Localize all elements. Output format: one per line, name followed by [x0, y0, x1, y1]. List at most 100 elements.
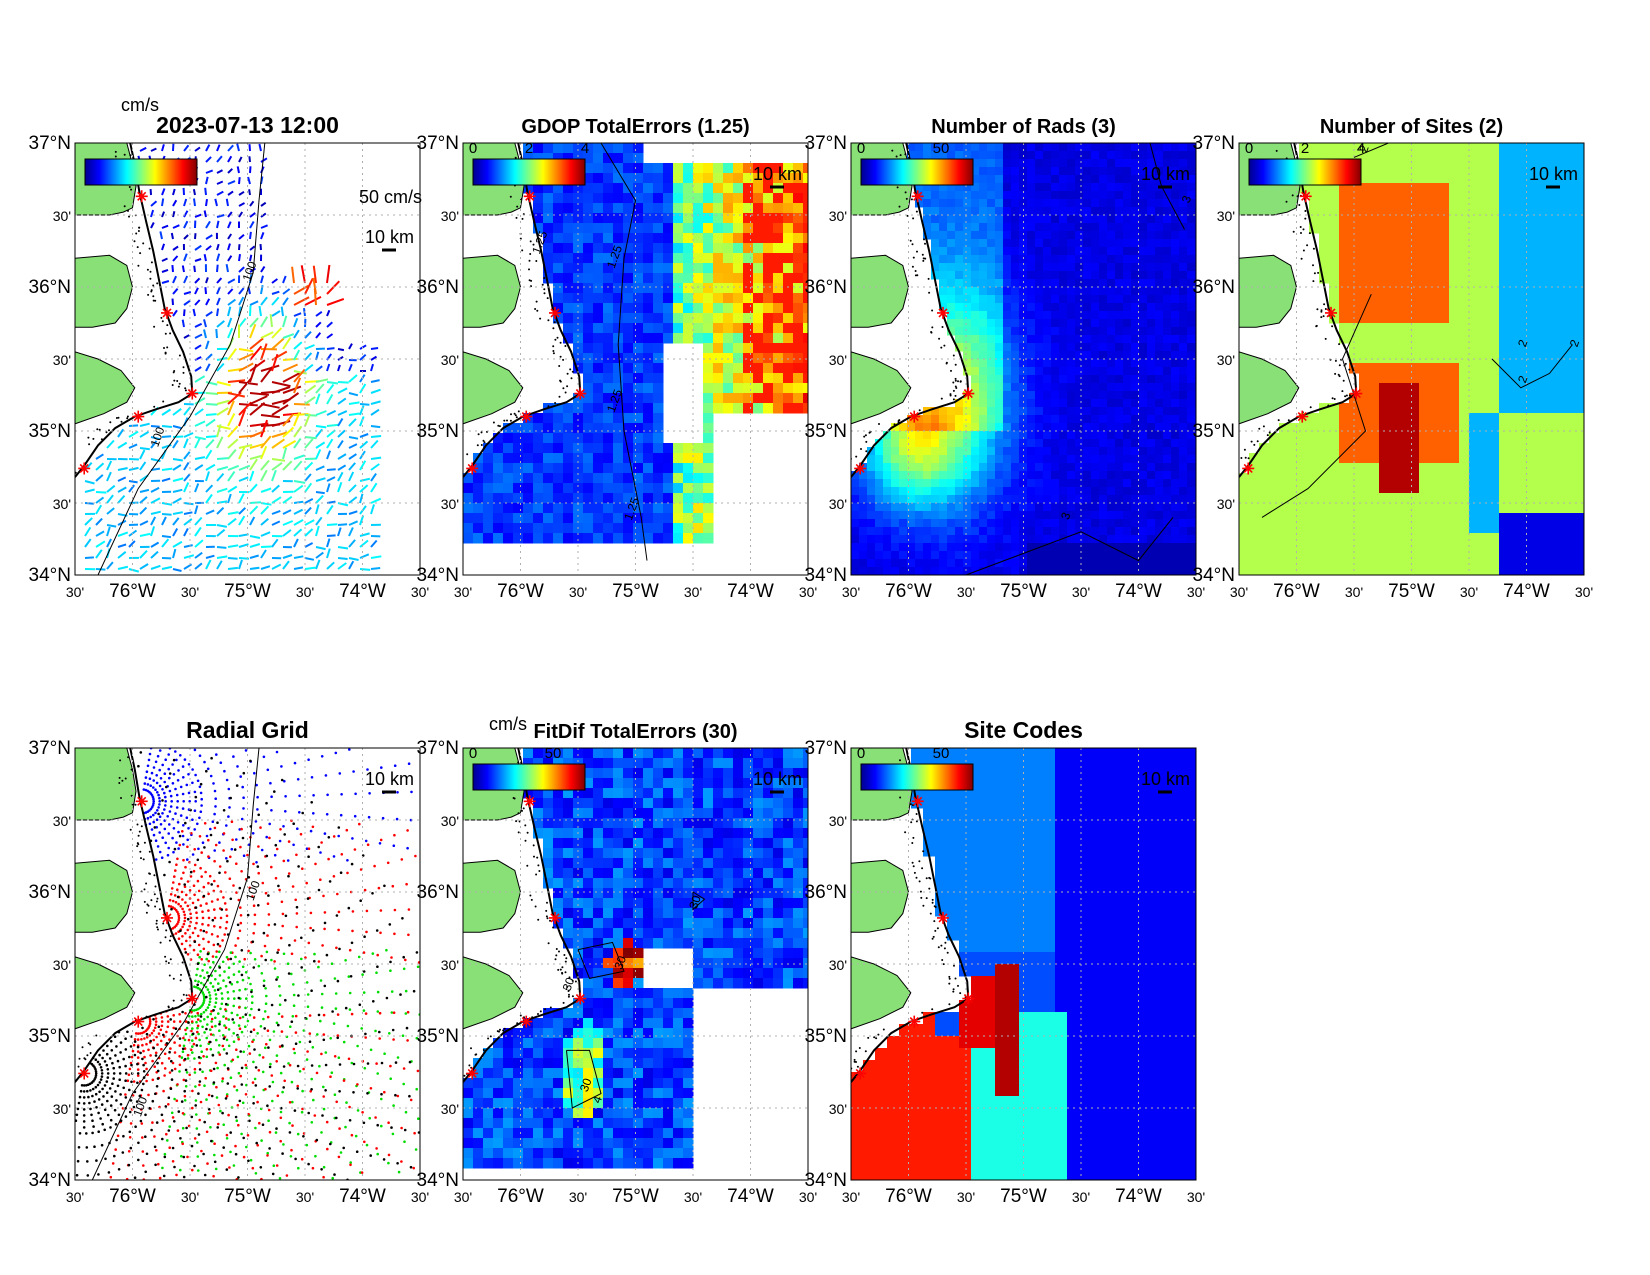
current-vector: [326, 280, 341, 295]
grid-cell: [1131, 359, 1140, 368]
current-vector: [282, 529, 292, 537]
grid-cell: [899, 519, 908, 528]
grid-cell: [1489, 433, 1500, 444]
grid-cell: [1131, 351, 1140, 360]
grid-cell: [603, 233, 614, 244]
grid-cell: [1139, 479, 1148, 488]
grid-cell: [573, 413, 584, 424]
grid-cell: [955, 455, 964, 464]
current-vector: [326, 409, 337, 416]
grid-cell: [931, 431, 940, 440]
grid-cell: [1349, 503, 1360, 514]
grid-cell: [1035, 551, 1044, 560]
grid-cell: [1115, 415, 1124, 424]
grid-cell: [1043, 335, 1052, 344]
coast-dot: [184, 389, 187, 392]
grid-cell: [733, 353, 744, 364]
grid-cell: [1269, 573, 1280, 575]
grid-cell: [1171, 151, 1180, 160]
grid-cell: [753, 213, 764, 224]
grid-cell: [1299, 533, 1310, 544]
grid-cell: [1459, 323, 1470, 334]
grid-cell: [1299, 423, 1310, 434]
grid-cell: [1075, 567, 1084, 575]
current-vector: [205, 484, 214, 493]
grid-cell: [1091, 311, 1100, 320]
grid-cell: [1051, 255, 1060, 264]
grid-cell: [1163, 311, 1172, 320]
grid-cell: [1131, 167, 1140, 176]
grid-cell: [583, 163, 594, 174]
grid-cell: [1035, 191, 1044, 200]
grid-cell: [1091, 159, 1100, 168]
current-vector: [271, 404, 289, 416]
grid-cell: [1131, 335, 1140, 344]
grid-cell: [553, 143, 564, 154]
grid-cell: [1309, 563, 1320, 574]
grid-cell: [753, 243, 764, 254]
grid-cell: [673, 183, 684, 194]
current-vector: [172, 255, 179, 262]
grid-cell: [1339, 193, 1350, 204]
grid-cell: [1329, 283, 1340, 294]
grid-cell: [673, 493, 684, 504]
grid-cell: [1011, 143, 1020, 152]
current-vector: [282, 297, 289, 306]
grid-cell: [1043, 199, 1052, 208]
grid-cell: [1051, 551, 1060, 560]
grid-cell: [1115, 511, 1124, 520]
grid-cell: [883, 543, 892, 552]
grid-cell: [1409, 403, 1420, 414]
grid-cell: [1075, 223, 1084, 232]
coast-dot: [109, 421, 112, 424]
grid-cell: [1439, 423, 1450, 434]
grid-cell: [1091, 319, 1100, 328]
coast-dot: [162, 400, 165, 403]
grid-cell: [979, 559, 988, 568]
grid-cell: [1043, 551, 1052, 560]
grid-cell: [987, 263, 996, 272]
grid-cell: [979, 495, 988, 504]
grid-cell: [1469, 223, 1480, 234]
grid-cell: [1155, 327, 1164, 336]
grid-cell: [793, 363, 804, 374]
grid-cell: [1329, 453, 1340, 464]
grid-cell: [693, 473, 704, 484]
grid-cell: [1449, 493, 1460, 504]
grid-cell: [1059, 479, 1068, 488]
grid-cell: [723, 323, 734, 334]
grid-cell: [1035, 455, 1044, 464]
grid-cell: [623, 193, 634, 204]
grid-cell: [915, 495, 924, 504]
grid-cell: [1131, 495, 1140, 504]
grid-cell: [971, 183, 980, 192]
grid-cell: [673, 253, 684, 264]
grid-cell: [553, 223, 564, 234]
grid-cell: [1249, 523, 1260, 534]
grid-cell: [773, 283, 784, 294]
grid-cell: [1339, 283, 1350, 294]
grid-cell: [1107, 199, 1116, 208]
current-vector: [249, 454, 263, 460]
grid-cell: [1179, 175, 1188, 184]
grid-cell: [1399, 363, 1410, 374]
grid-cell: [1459, 413, 1470, 424]
grid-cell: [1179, 335, 1188, 344]
coast-dot: [160, 316, 163, 319]
grid-cell: [713, 393, 724, 404]
current-vector: [293, 341, 303, 350]
grid-cell: [1139, 351, 1148, 360]
coast-dot: [96, 428, 99, 431]
coast-dot: [923, 238, 925, 241]
grid-cell: [1099, 383, 1108, 392]
grid-cell: [995, 327, 1004, 336]
grid-cell: [1379, 543, 1390, 554]
grid-cell: [1115, 567, 1124, 575]
grid-cell: [1389, 263, 1400, 274]
grid-cell: [1409, 203, 1420, 214]
current-vector: [128, 540, 136, 548]
grid-cell: [543, 473, 554, 484]
grid-cell: [955, 415, 964, 424]
grid-cell: [923, 447, 932, 456]
grid-cell: [1419, 353, 1430, 364]
